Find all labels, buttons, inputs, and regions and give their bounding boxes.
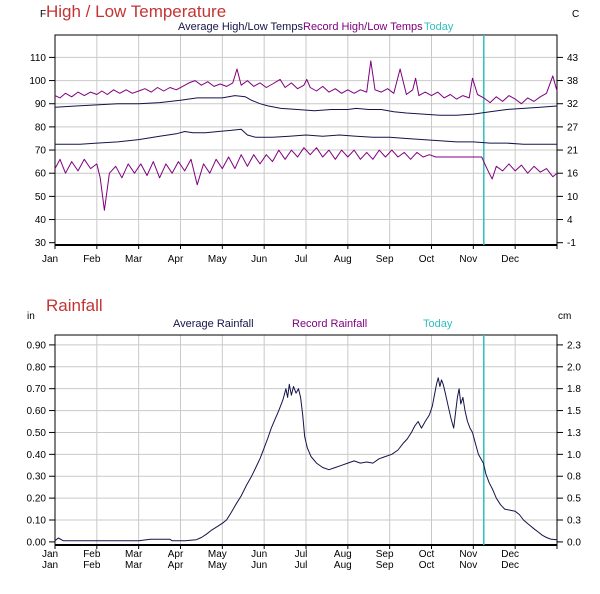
left-tick-label: 0.10 xyxy=(27,516,47,527)
right-tick-label: 38 xyxy=(567,76,579,87)
legend-today-temps: Today xyxy=(424,21,454,33)
left-tick-label: 80 xyxy=(35,122,47,133)
month-label: Jul xyxy=(295,254,308,265)
month-label: May xyxy=(208,549,227,560)
month-label: Jul xyxy=(295,560,308,571)
right-tick-label: 1.3 xyxy=(567,428,581,439)
series-average-rainfall xyxy=(54,377,558,542)
month-label: Dec xyxy=(501,560,519,571)
temperature-chart-title: High / Low Temperature xyxy=(46,2,227,21)
left-tick-label: 0.70 xyxy=(27,384,47,395)
right-tick-label: 10 xyxy=(567,192,579,203)
left-tick-label: 0.60 xyxy=(27,406,47,417)
left-tick-label: 0.90 xyxy=(27,340,47,351)
month-label: Feb xyxy=(83,549,101,560)
legend-average-temps: Average High/Low Temps xyxy=(178,21,303,33)
inches-unit-label: in xyxy=(27,311,35,322)
month-label: Nov xyxy=(459,560,477,571)
left-tick-label: 0.40 xyxy=(27,450,47,461)
month-label: Mar xyxy=(125,254,143,265)
series-record-low xyxy=(54,147,558,211)
right-tick-label: 1.8 xyxy=(567,384,581,395)
right-tick-label: 0.3 xyxy=(567,516,581,527)
month-label: Aug xyxy=(334,254,352,265)
right-tick-label: 43 xyxy=(567,53,579,64)
month-label: Jul xyxy=(295,549,308,560)
month-label: Jun xyxy=(251,549,267,560)
month-label: Feb xyxy=(83,254,101,265)
rainfall-chart-title: Rainfall xyxy=(46,296,103,315)
left-tick-label: 50 xyxy=(35,192,47,203)
right-tick-label: 27 xyxy=(567,122,579,133)
left-tick-label: 70 xyxy=(35,146,47,157)
month-label: Aug xyxy=(334,549,352,560)
month-label: May xyxy=(208,560,227,571)
month-label: Jan xyxy=(42,560,58,571)
right-tick-label: -1 xyxy=(567,238,576,249)
left-tick-label: 0.30 xyxy=(27,472,47,483)
month-label: Nov xyxy=(459,254,477,265)
month-label: Dec xyxy=(501,254,519,265)
right-tick-label: 4 xyxy=(567,215,573,226)
right-tick-label: 2.3 xyxy=(567,340,581,351)
month-label: Sep xyxy=(376,549,394,560)
series-average-low xyxy=(55,128,557,145)
legend-today-rainfall: Today xyxy=(423,318,453,330)
left-tick-label: 110 xyxy=(30,53,46,64)
month-label: Dec xyxy=(501,549,519,560)
month-label: Nov xyxy=(459,549,477,560)
month-label: Oct xyxy=(419,549,435,560)
month-label: Mar xyxy=(125,549,143,560)
month-label: May xyxy=(208,254,227,265)
month-label: Jun xyxy=(251,560,267,571)
centimeters-unit-label: cm xyxy=(558,311,572,322)
left-tick-label: 0.80 xyxy=(27,362,47,373)
celsius-unit-label: C xyxy=(572,9,580,20)
month-label: Apr xyxy=(168,549,184,560)
series-average-high xyxy=(54,95,558,116)
right-tick-label: 0.0 xyxy=(567,537,581,548)
month-label: Jan xyxy=(42,254,58,265)
month-label: Oct xyxy=(419,254,435,265)
month-label: Feb xyxy=(83,560,101,571)
right-tick-label: 1.5 xyxy=(567,406,581,417)
right-tick-label: 0.8 xyxy=(567,472,581,483)
right-tick-label: 0.5 xyxy=(567,494,581,505)
month-label: Sep xyxy=(376,560,394,571)
month-label: Sep xyxy=(376,254,394,265)
right-tick-label: 16 xyxy=(567,169,579,180)
legend-record-rainfall: Record Rainfall xyxy=(292,318,368,330)
left-tick-label: 0.00 xyxy=(27,537,47,548)
month-label: Apr xyxy=(168,254,184,265)
right-tick-label: 32 xyxy=(567,99,579,110)
month-label: Apr xyxy=(168,560,184,571)
left-tick-label: 0.50 xyxy=(27,428,47,439)
left-tick-label: 100 xyxy=(29,76,46,87)
left-tick-label: 60 xyxy=(35,169,47,180)
month-label: Jun xyxy=(251,254,267,265)
month-label: Jan xyxy=(42,549,58,560)
month-label: Aug xyxy=(334,560,352,571)
right-tick-label: 1.0 xyxy=(567,450,581,461)
legend-average-rainfall: Average Rainfall xyxy=(173,318,254,330)
right-tick-label: 2.0 xyxy=(567,362,581,373)
right-tick-label: 21 xyxy=(567,146,579,157)
left-tick-label: 90 xyxy=(35,99,47,110)
month-label: Mar xyxy=(125,560,143,571)
left-tick-label: 30 xyxy=(35,238,47,249)
legend-record-temps: Record High/Low Temps xyxy=(303,21,423,33)
month-label: Oct xyxy=(419,560,435,571)
left-tick-label: 40 xyxy=(35,215,47,226)
fahrenheit-unit-label: F xyxy=(40,9,47,20)
series-record-high xyxy=(54,60,558,105)
left-tick-label: 0.20 xyxy=(27,494,47,505)
